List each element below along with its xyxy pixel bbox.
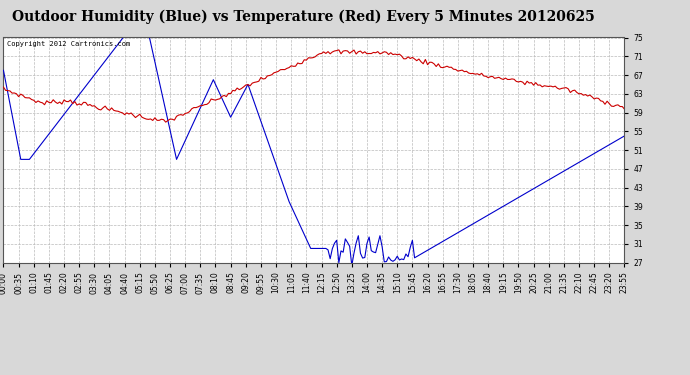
Text: Copyright 2012 Cartronics.com: Copyright 2012 Cartronics.com	[7, 41, 130, 47]
Text: Outdoor Humidity (Blue) vs Temperature (Red) Every 5 Minutes 20120625: Outdoor Humidity (Blue) vs Temperature (…	[12, 9, 595, 24]
